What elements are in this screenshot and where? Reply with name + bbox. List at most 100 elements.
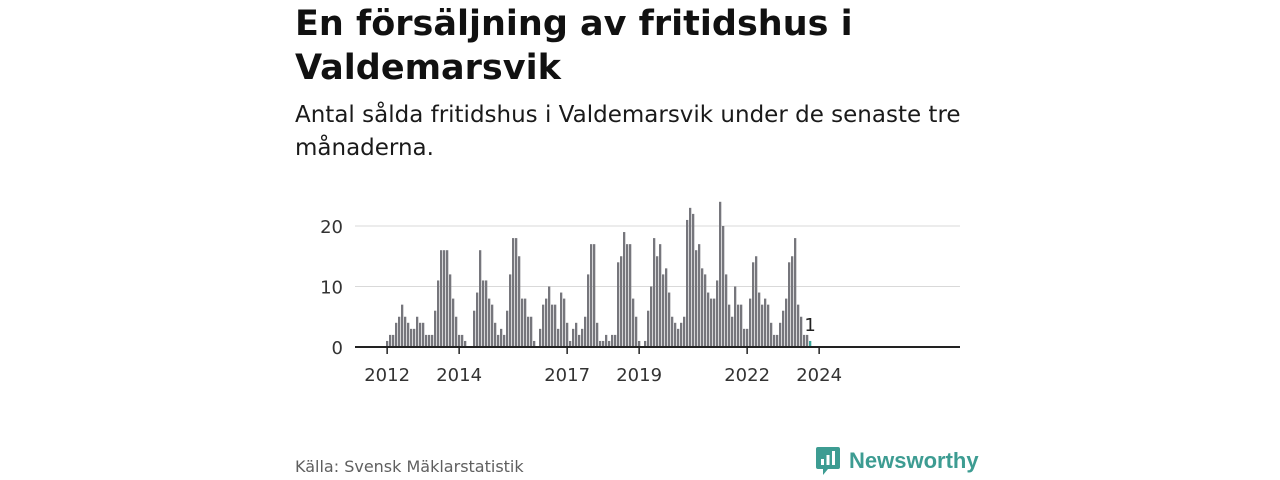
bar xyxy=(506,310,509,347)
bar xyxy=(806,334,809,347)
bar xyxy=(575,322,578,347)
bar xyxy=(716,280,719,347)
bar xyxy=(755,256,758,347)
bar xyxy=(743,328,746,347)
bar xyxy=(644,340,647,347)
bar xyxy=(545,298,548,347)
bar xyxy=(704,274,707,347)
bar xyxy=(500,328,503,347)
bar xyxy=(782,310,785,347)
bar xyxy=(404,316,407,347)
bar xyxy=(479,250,482,347)
bar xyxy=(389,334,392,347)
bar xyxy=(503,334,506,347)
bar xyxy=(428,334,431,347)
bar xyxy=(431,334,434,347)
bar xyxy=(614,334,617,347)
source-note: Källa: Svensk Mäklarstatistik xyxy=(295,457,524,476)
bar xyxy=(692,213,695,347)
bar xyxy=(413,328,416,347)
bar xyxy=(689,207,692,347)
bar xyxy=(659,244,662,347)
bar xyxy=(599,340,602,347)
bar xyxy=(533,340,536,347)
bar xyxy=(803,334,806,347)
bar xyxy=(725,274,728,347)
bar xyxy=(752,262,755,347)
bar xyxy=(734,286,737,347)
bar xyxy=(785,298,788,347)
x-tick-label: 2014 xyxy=(436,365,482,386)
bar xyxy=(587,274,590,347)
bar xyxy=(491,304,494,347)
bar xyxy=(386,340,389,347)
brand: Newsworthy xyxy=(815,446,979,476)
bar xyxy=(473,310,476,347)
bar xyxy=(674,322,677,347)
bar xyxy=(620,256,623,347)
chart-card: En försäljning av fritidshus i Valdemars… xyxy=(295,0,985,480)
chart-title: En försäljning av fritidshus i Valdemars… xyxy=(295,4,853,88)
bar xyxy=(398,316,401,347)
bar xyxy=(458,334,461,347)
bar xyxy=(578,334,581,347)
bar xyxy=(707,292,710,347)
y-tick-label: 20 xyxy=(320,217,343,238)
bar xyxy=(767,304,770,347)
bar xyxy=(626,244,629,347)
highlight-value-label: 1 xyxy=(804,315,815,336)
bar xyxy=(632,298,635,347)
bar xyxy=(650,286,653,347)
bar xyxy=(392,334,395,347)
bar xyxy=(584,316,587,347)
bar xyxy=(680,322,683,347)
bar xyxy=(422,322,425,347)
bar xyxy=(749,298,752,347)
bar xyxy=(695,250,698,347)
bar xyxy=(494,322,497,347)
bar xyxy=(623,232,626,347)
bar xyxy=(737,304,740,347)
bar xyxy=(509,274,512,347)
x-tick-label: 2024 xyxy=(796,365,842,386)
bar xyxy=(677,328,680,347)
bar xyxy=(515,238,518,347)
bar xyxy=(611,334,614,347)
bar xyxy=(449,274,452,347)
bar xyxy=(548,286,551,347)
bar xyxy=(464,340,467,347)
bar xyxy=(539,328,542,347)
bar xyxy=(665,268,668,347)
bar xyxy=(401,304,404,347)
bar xyxy=(629,244,632,347)
bar xyxy=(683,316,686,347)
bar xyxy=(698,244,701,347)
bar xyxy=(521,298,524,347)
bar xyxy=(416,316,419,347)
bar xyxy=(758,292,761,347)
bar xyxy=(590,244,593,347)
bar xyxy=(731,316,734,347)
bar xyxy=(740,304,743,347)
bar xyxy=(647,310,650,347)
bar xyxy=(437,280,440,347)
bar xyxy=(662,274,665,347)
x-tick-label: 2012 xyxy=(364,365,410,386)
bar xyxy=(794,238,797,347)
bar xyxy=(719,201,722,347)
bar xyxy=(701,268,704,347)
bar xyxy=(476,292,479,347)
bar xyxy=(452,298,455,347)
bar xyxy=(407,322,410,347)
bar xyxy=(560,292,563,347)
bar xyxy=(443,250,446,347)
bar-highlight xyxy=(809,340,812,347)
bar xyxy=(557,328,560,347)
bar xyxy=(605,334,608,347)
bar xyxy=(440,250,443,347)
bar xyxy=(425,334,428,347)
bar xyxy=(602,340,605,347)
bar xyxy=(461,334,464,347)
bar xyxy=(563,298,566,347)
bar xyxy=(770,322,773,347)
